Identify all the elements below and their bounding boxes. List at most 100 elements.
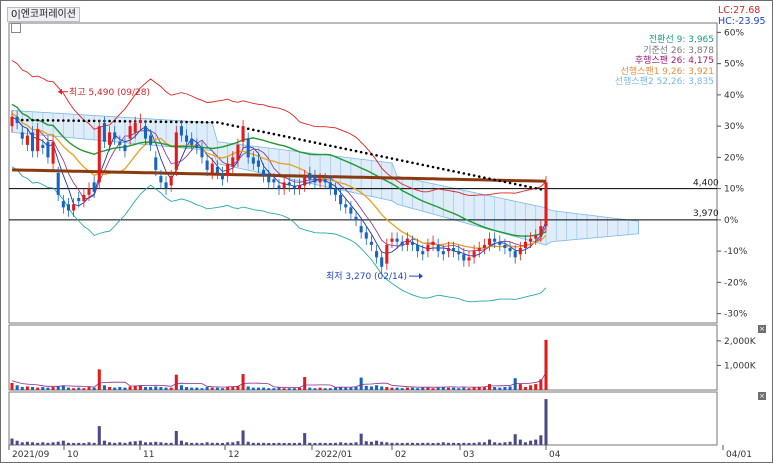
dotted-line-point xyxy=(529,185,532,189)
sub-bar xyxy=(128,441,132,445)
candle-body xyxy=(133,123,137,133)
sub-bar xyxy=(200,443,204,445)
volume-bar xyxy=(251,387,255,390)
volume-bar xyxy=(46,387,50,390)
sub-bar xyxy=(446,442,450,445)
sub-bar xyxy=(92,442,96,445)
volume-bar xyxy=(446,387,450,390)
sub-bar xyxy=(72,443,76,445)
candle-body xyxy=(277,185,281,189)
overlay-checkbox[interactable] xyxy=(11,23,21,33)
candle-body xyxy=(339,194,343,205)
x-tick-label: 12 xyxy=(228,450,239,460)
volume-bar xyxy=(164,387,168,390)
candle-body xyxy=(174,132,178,170)
candle-body xyxy=(138,119,142,123)
volume-bar xyxy=(467,388,471,390)
candle-body xyxy=(287,182,291,186)
candle-body xyxy=(416,244,420,252)
candle-body xyxy=(159,176,163,183)
candle-body xyxy=(241,126,245,142)
y-tick-label: -30% xyxy=(724,310,748,320)
candle-body xyxy=(97,126,101,183)
volume-bar xyxy=(15,385,19,390)
candle-body xyxy=(395,238,399,242)
candle-body xyxy=(313,176,317,183)
candle-body xyxy=(344,204,348,208)
candle-body xyxy=(333,188,338,195)
candle-body xyxy=(303,176,307,186)
sub-bar xyxy=(328,443,332,445)
volume-bar xyxy=(441,387,445,390)
sub-bar xyxy=(369,441,373,445)
volume-bar xyxy=(36,387,40,390)
volume-bar xyxy=(92,387,96,390)
volume-bar xyxy=(405,387,409,390)
dotted-line-point xyxy=(175,120,178,124)
volume-tick-label: 1,000K xyxy=(724,361,757,371)
volume-bar xyxy=(102,385,106,390)
sub-bar xyxy=(220,443,225,445)
candle-body xyxy=(195,144,199,148)
sub-bar xyxy=(333,442,338,445)
sub-bar xyxy=(380,441,384,445)
dotted-line-point xyxy=(303,139,306,142)
candle-body xyxy=(56,173,60,195)
dotted-line-point xyxy=(493,178,496,182)
volume-bar xyxy=(154,386,158,390)
y-tick-label: 10% xyxy=(724,185,744,195)
volume-bar xyxy=(308,387,312,390)
dotted-line-point xyxy=(313,141,317,144)
sub-bar xyxy=(298,442,302,445)
dotted-line-point xyxy=(62,119,65,122)
candle-body xyxy=(318,179,322,183)
dotted-line-point xyxy=(185,120,188,124)
bollinger-lower xyxy=(11,166,547,303)
candle-body xyxy=(431,241,435,245)
dotted-line-point xyxy=(56,119,60,122)
volume-bar xyxy=(539,379,543,390)
sub-bar xyxy=(51,442,55,445)
candle-body xyxy=(421,251,425,255)
candle-body xyxy=(539,226,543,236)
sub-bar xyxy=(508,441,512,445)
candle-body xyxy=(113,132,117,139)
high-label: 최고 5,490 (09/28) xyxy=(69,87,150,98)
volume-bar xyxy=(369,386,373,390)
volume-bar xyxy=(133,385,137,390)
volume-bar xyxy=(262,387,266,390)
volume-bar xyxy=(220,388,225,390)
sub-bar xyxy=(210,442,214,445)
sub-bar xyxy=(15,440,19,445)
dotted-line-point xyxy=(77,119,81,122)
candle-body xyxy=(77,198,81,202)
candle-body xyxy=(220,173,225,180)
sub-bar xyxy=(56,441,60,445)
volume-bar xyxy=(205,387,209,390)
sub-bar xyxy=(544,399,548,445)
x-tick-label: 2022/01 xyxy=(315,450,352,460)
y-tick-label: 30% xyxy=(724,122,744,132)
volume-bar xyxy=(477,387,481,390)
sub-bar xyxy=(457,443,461,445)
y-tick-label: 50% xyxy=(724,60,744,70)
sub-bar xyxy=(395,442,399,445)
sub-bar xyxy=(262,442,266,445)
candle-body xyxy=(185,135,189,142)
dotted-line-point xyxy=(51,119,55,122)
sub-bar xyxy=(462,442,466,445)
volume-bar xyxy=(544,339,548,390)
candle-body xyxy=(46,141,50,158)
symbol-title-bar[interactable]: 0|엔코퍼레이션 xyxy=(7,7,80,22)
sub-bar xyxy=(513,434,517,445)
candle-body xyxy=(390,238,394,242)
sub-pane-close-icon[interactable]: × xyxy=(758,392,766,400)
sub-bar xyxy=(410,442,415,445)
volume-bar xyxy=(333,387,338,390)
dotted-line-point xyxy=(406,160,409,163)
candle-body xyxy=(20,132,24,139)
volume-pane-close-icon[interactable]: × xyxy=(758,325,766,333)
candle-body xyxy=(15,116,19,123)
sub-bar xyxy=(241,430,245,445)
